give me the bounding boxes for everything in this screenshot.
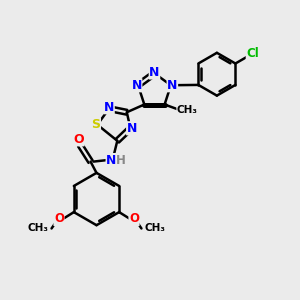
Text: N: N: [131, 79, 142, 92]
Text: N: N: [149, 66, 160, 79]
Text: N: N: [127, 122, 137, 135]
Text: O: O: [129, 212, 139, 226]
Text: CH₃: CH₃: [144, 224, 165, 233]
Text: S: S: [92, 118, 100, 131]
Text: H: H: [116, 154, 126, 166]
Text: O: O: [74, 133, 84, 146]
Text: O: O: [54, 212, 64, 226]
Text: N: N: [167, 79, 178, 92]
Text: CH₃: CH₃: [28, 224, 49, 233]
Text: Cl: Cl: [246, 47, 259, 60]
Text: CH₃: CH₃: [177, 105, 198, 115]
Text: N: N: [106, 154, 116, 166]
Text: N: N: [104, 101, 114, 114]
